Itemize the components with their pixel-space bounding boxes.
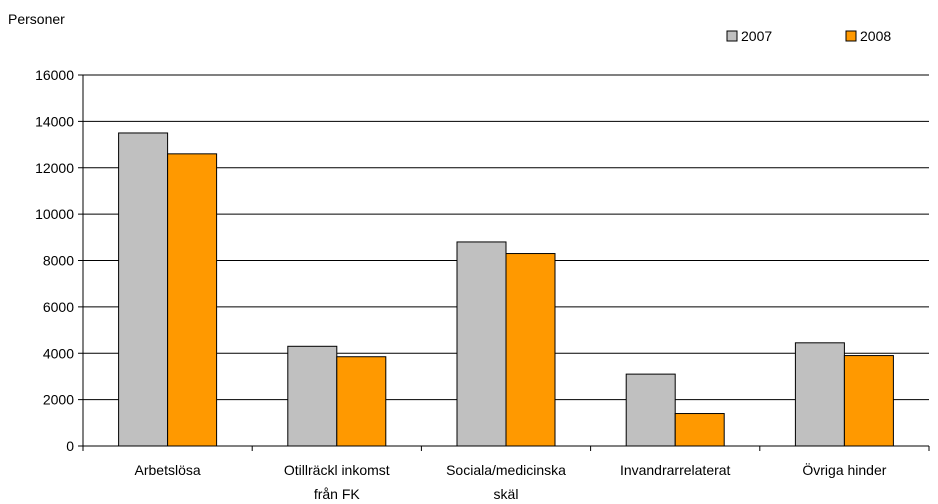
y-tick-label: 10000 <box>35 206 74 222</box>
bar-2007 <box>625 373 676 447</box>
bar-2007 <box>287 345 338 447</box>
bar-2007 <box>456 241 507 447</box>
x-category-label: Sociala/medicinska skäl <box>446 462 566 502</box>
bar-2008 <box>505 253 556 447</box>
bars <box>118 132 894 447</box>
y-axis-label: Personer <box>8 11 65 27</box>
x-category-label: Invandrarrelaterat <box>620 462 731 478</box>
y-tick-label: 16000 <box>35 67 74 83</box>
y-tick-label: 4000 <box>43 345 74 361</box>
y-tick-label: 0 <box>66 438 74 454</box>
y-tick-label: 12000 <box>35 160 74 176</box>
y-tick-label: 8000 <box>43 253 74 269</box>
x-category-label: Arbetslösa <box>135 462 201 478</box>
bar-2008 <box>167 153 218 447</box>
x-category-label: Övriga hinder <box>802 461 886 478</box>
y-tick-labels: 0 2000 4000 6000 8000 10000 12000 14000 16000 <box>35 67 74 454</box>
legend-swatch-2007 <box>726 30 738 42</box>
legend-label: 2008 <box>860 28 891 44</box>
bar-2007 <box>794 342 845 447</box>
x-category-labels: Arbetslösa Otillräckl inkomst från FK Socia… <box>135 461 887 502</box>
legend: 2007 2008 <box>726 28 891 44</box>
y-tick-label: 2000 <box>43 392 74 408</box>
x-category-label: Otillräckl inkomst från FK <box>284 462 390 502</box>
legend-swatch-2008 <box>845 30 857 42</box>
y-tick-label: 6000 <box>43 299 74 315</box>
axes <box>78 74 930 451</box>
bar-2007 <box>118 132 169 447</box>
bar-2008 <box>843 355 894 447</box>
legend-label: 2007 <box>741 28 772 44</box>
bar-2008 <box>336 356 387 447</box>
y-tick-label: 14000 <box>35 113 74 129</box>
bar-2008 <box>674 413 725 447</box>
